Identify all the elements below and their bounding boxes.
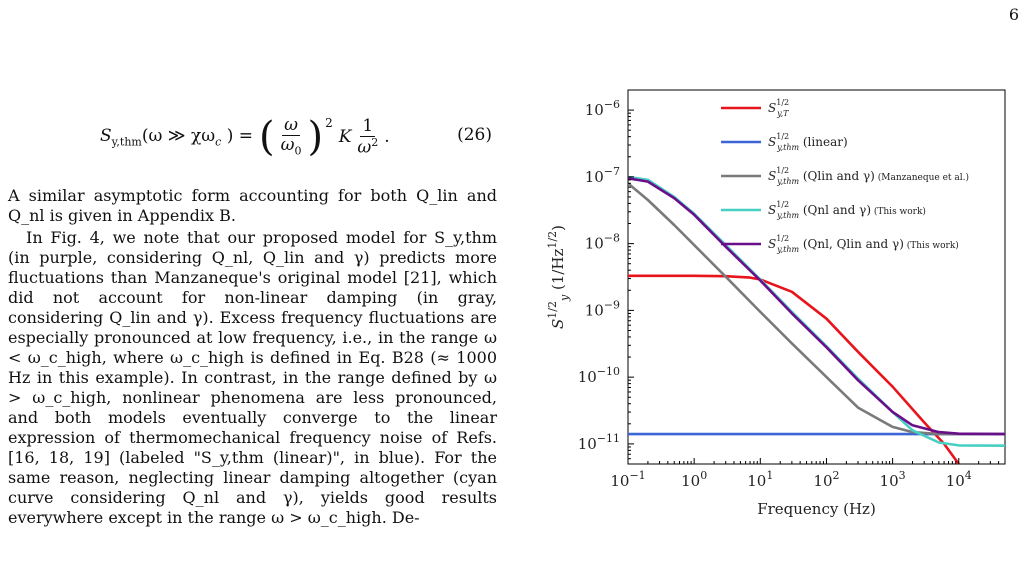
legend-entry-3: S1/2 y,thm (Qnl and γ) (This work) (768, 200, 926, 220)
x-tick-label: 104 (946, 469, 972, 490)
y-tick-label: 10−11 (578, 432, 620, 453)
series-line-2 (628, 182, 1005, 436)
body-text: A similar asymptotic form accounting for… (8, 186, 497, 528)
legend-entry-1: S1/2 y,thm (linear) (768, 132, 848, 152)
x-tick-label: 102 (813, 469, 839, 490)
y-axis-label: S1/2y (1/Hz1/2) (546, 225, 571, 329)
equation-26: Sy,thm(ω ≫ χωc ) = ( ω ω0 ) 2 K 1 ω2 . (2… (100, 113, 492, 160)
x-axis: 10−1 100 101 102 103 104 Frequency (Hz) (610, 458, 1006, 518)
x-tick-label: 100 (681, 469, 707, 490)
y-tick-label: 10−8 (585, 232, 620, 253)
equation-number: (26) (457, 125, 492, 145)
y-tick-label: 10−7 (585, 165, 620, 186)
figure-4-noise-spectrum: 10−1 100 101 102 103 104 Frequency (Hz) 10−11 10… (535, 82, 1029, 532)
legend-entry-0: S1/2 y,T (768, 98, 789, 118)
x-tick-label: 103 (880, 469, 906, 490)
series-line-0 (628, 274, 960, 464)
equation-fraction-inverse: 1 ω2 (357, 115, 379, 158)
series-line-4 (628, 177, 1005, 436)
series-group (628, 175, 1005, 464)
y-tick-label: 10−6 (585, 98, 620, 119)
y-tick-label: 10−10 (578, 365, 620, 386)
y-axis: 10−11 10−10 10−9 10−8 10−7 10−6 S1/2y (1/Hz1/2… (546, 89, 634, 465)
paragraph-appendix: A similar asymptotic form accounting for… (8, 186, 497, 225)
paragraph-fig4: In Fig. 4, we note that our proposed mod… (8, 228, 497, 527)
legend: S1/2 y,T S1/2 y,thm (linear) S1/2 y,thm (Qlin… (721, 98, 969, 254)
x-tick-label: 101 (747, 469, 773, 490)
page-number: 6 (1008, 5, 1019, 24)
y-tick-label: 10−9 (585, 298, 620, 319)
legend-entry-2: S1/2 y,thm (Qlin and γ) (Manzaneque et al… (768, 166, 969, 186)
equation-lhs: Sy,thm(ω ≫ χωc ) = (100, 125, 253, 149)
x-axis-label: Frequency (Hz) (757, 500, 876, 518)
legend-entry-4: S1/2 y,thm (Qnl, Qlin and γ) (This work) (768, 234, 959, 254)
x-tick-label: 10−1 (610, 469, 645, 490)
equation-fraction-omega: ω ω0 (280, 115, 302, 158)
